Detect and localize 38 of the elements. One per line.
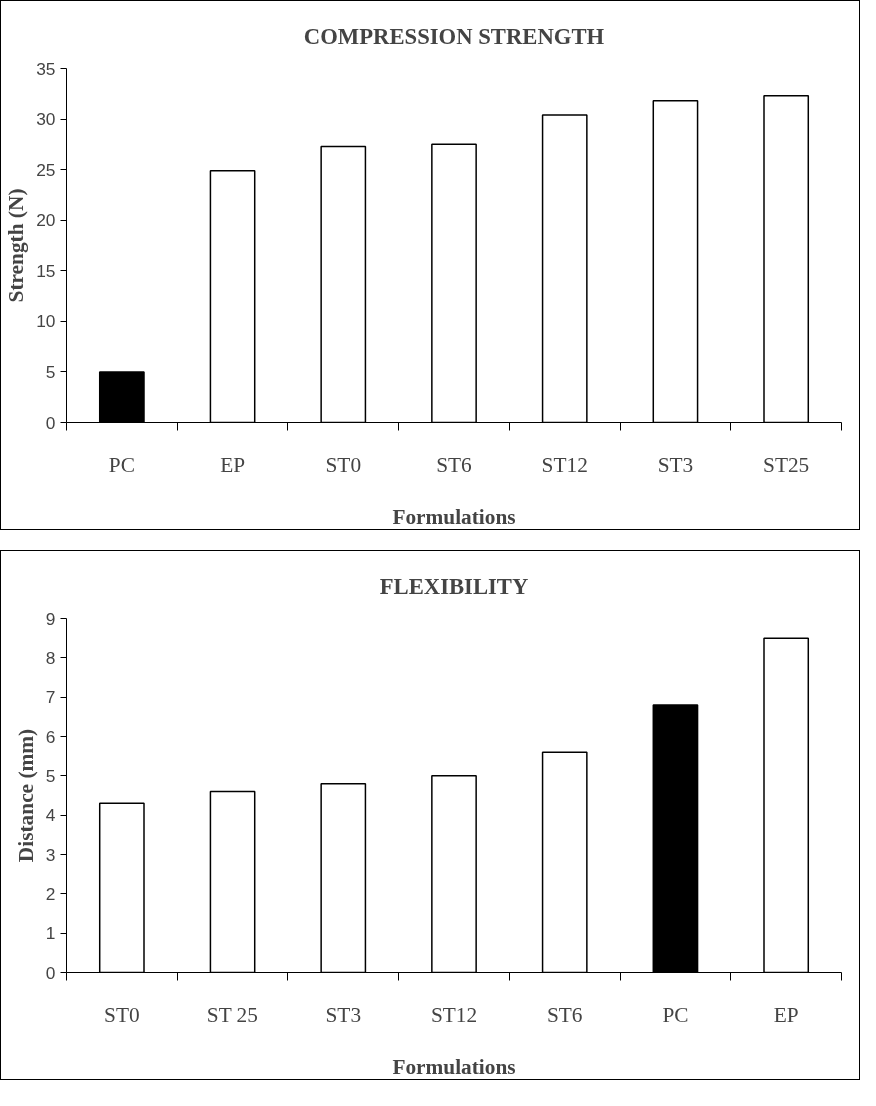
y-tick-label: 8 [45, 647, 56, 668]
y-tick-label: 6 [45, 726, 56, 747]
x-tick-label: ST12 [541, 452, 588, 477]
y-tick-label: 0 [45, 962, 56, 983]
y-tick-label: 15 [36, 260, 56, 281]
y-tick-label: 5 [45, 765, 56, 786]
x-tick-label: EP [773, 1002, 799, 1027]
chart-title: FLEXIBILITY [379, 573, 529, 599]
y-tick-label: 30 [36, 109, 56, 130]
x-tick-label: ST12 [430, 1002, 478, 1027]
chart-title: COMPRESSION STRENGTH [303, 23, 605, 49]
x-tick-label: ST3 [657, 452, 694, 477]
x-axis-title: Formulations [392, 1054, 516, 1079]
x-tick-label: ST0 [325, 452, 362, 477]
x-tick-label: ST3 [325, 1002, 362, 1027]
y-axis-title: Distance (mm) [13, 728, 38, 863]
y-tick-label: 0 [45, 412, 56, 433]
x-axis-title: Formulations [392, 504, 516, 529]
x-tick-label: ST6 [436, 452, 473, 477]
y-tick-label: 2 [45, 883, 56, 904]
y-tick-label: 20 [36, 210, 56, 231]
x-tick-label: ST 25 [206, 1002, 258, 1027]
y-tick-label: 1 [45, 923, 56, 944]
y-tick-label: 9 [45, 608, 56, 629]
x-tick-label: ST0 [104, 1002, 140, 1027]
y-tick-label: 3 [45, 844, 56, 865]
x-tick-label: EP [220, 452, 246, 477]
x-tick-label: PC [662, 1002, 689, 1027]
y-axis-title: Strength (N) [4, 188, 29, 303]
y-tick-label: 7 [45, 687, 56, 708]
x-tick-label: ST25 [763, 452, 810, 477]
x-tick-label: PC [108, 452, 135, 477]
y-tick-label: 35 [36, 58, 56, 79]
y-tick-label: 5 [45, 361, 56, 382]
y-tick-label: 4 [45, 805, 56, 826]
y-tick-label: 10 [36, 311, 56, 332]
x-tick-label: ST6 [546, 1002, 583, 1027]
y-tick-label: 25 [36, 159, 56, 180]
